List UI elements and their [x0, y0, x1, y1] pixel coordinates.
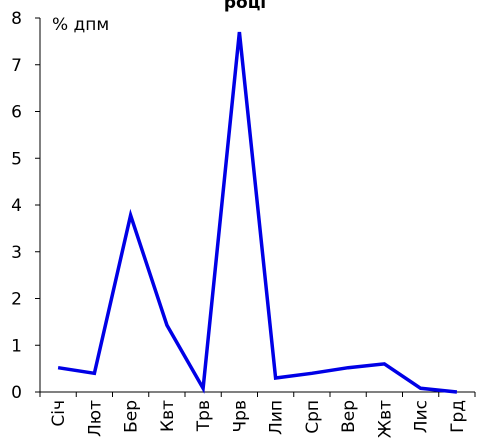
series-line: [57, 31, 458, 394]
x-tick-label: Лют: [85, 400, 105, 437]
y-tick-label: 0: [11, 383, 22, 403]
y-axis-unit-label: % дпм: [52, 15, 109, 35]
y-tick-label: 3: [11, 243, 22, 263]
y-tick-label: 2: [11, 290, 22, 310]
x-tick-label: Лис: [412, 400, 432, 433]
x-tick-label: Чрв: [230, 400, 250, 432]
x-tick-label: Лип: [267, 400, 287, 435]
x-tick-label: Бер: [122, 400, 142, 433]
x-tick-label: Срп: [303, 400, 323, 434]
x-tick-label: Грд: [448, 400, 468, 433]
x-tick-label: Жвт: [375, 400, 395, 438]
series-layer: [57, 31, 458, 394]
x-tick-label: Вер: [339, 400, 359, 433]
y-tick-label: 8: [11, 9, 22, 29]
y-tick-label: 7: [11, 56, 22, 76]
x-tick-label: Січ: [49, 400, 69, 427]
y-tick-label: 1: [11, 336, 22, 356]
chart-title: році: [224, 0, 266, 13]
y-axis-ticks: 0 1 2 3 4 5 6 7 8: [11, 9, 40, 403]
x-tick-label: Квт: [158, 400, 178, 432]
x-axis-ticks: Січ Лют Бер Квт Трв Чрв Лип Срп Вер Жвт Лис Грд: [39, 392, 476, 438]
y-tick-label: 5: [11, 149, 22, 169]
x-tick-label: Трв: [194, 400, 214, 432]
y-tick-label: 6: [11, 103, 22, 123]
y-tick-label: 4: [11, 196, 22, 216]
